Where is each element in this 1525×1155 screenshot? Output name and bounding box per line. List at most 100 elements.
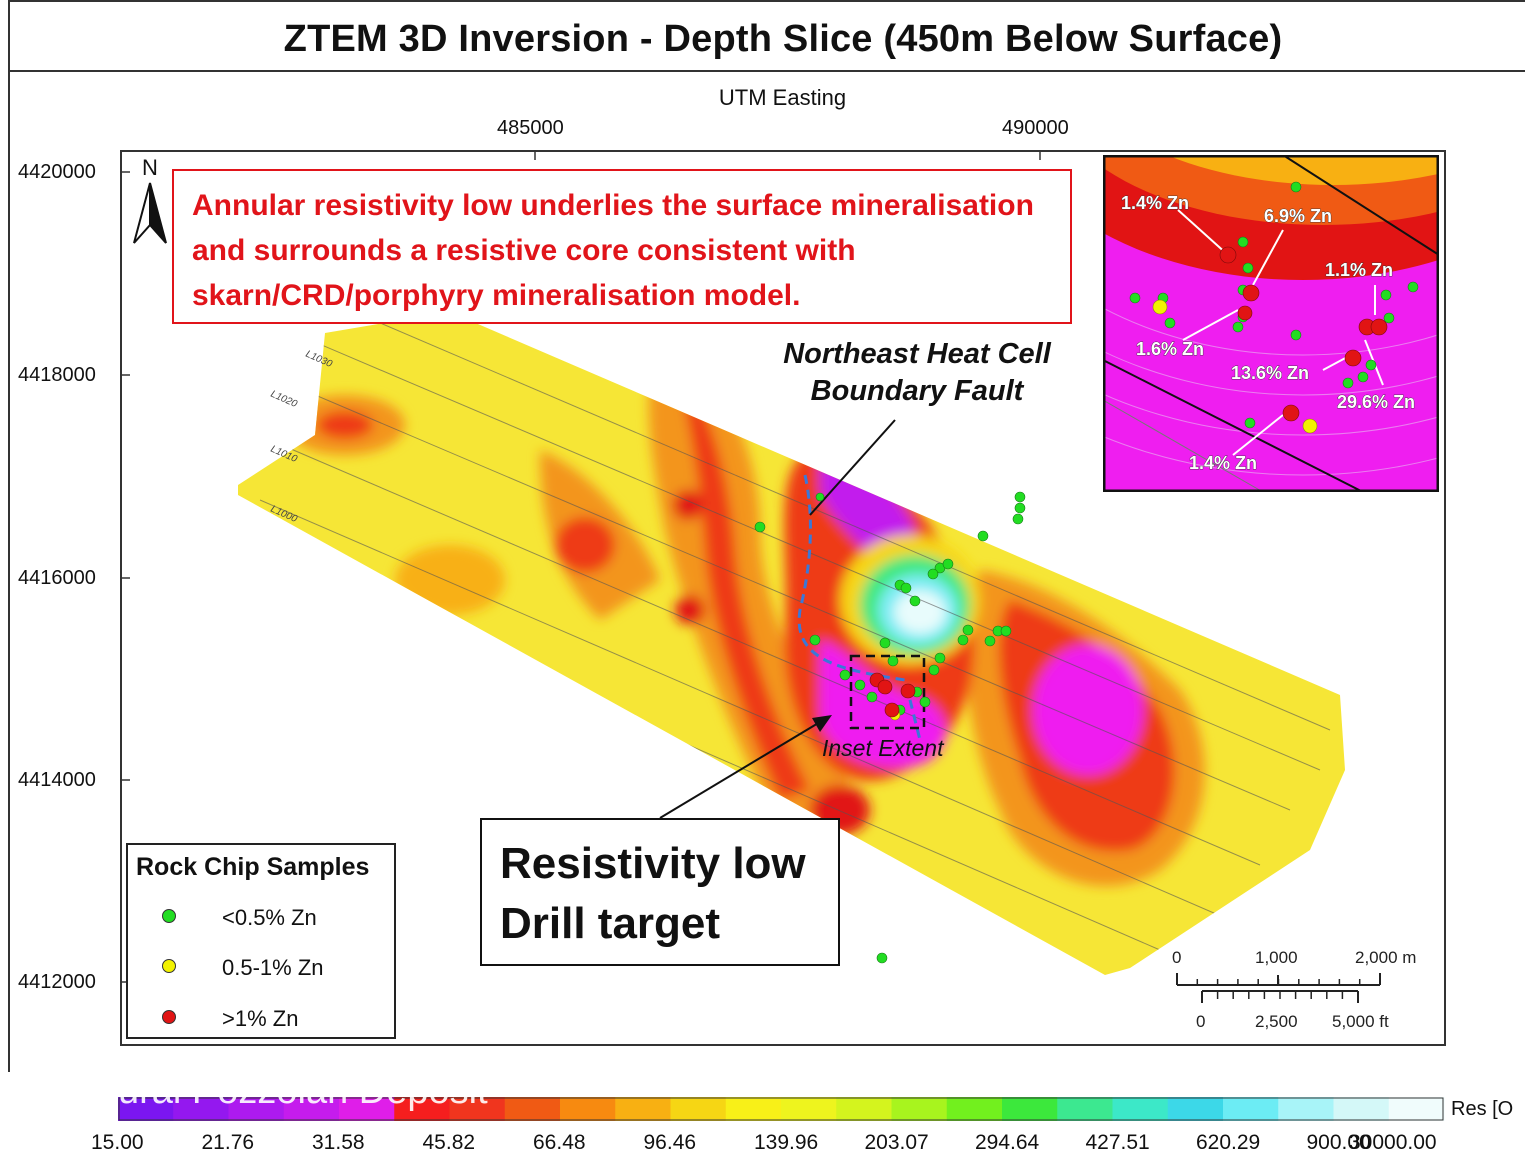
colorbar-tick-label: 139.96 — [754, 1131, 819, 1154]
x-tick-label: 490000 — [1002, 117, 1069, 139]
sample-point-low — [809, 634, 821, 646]
colorbar-tick-label: 96.46 — [643, 1131, 697, 1154]
target-arrow-head — [812, 715, 832, 732]
colorbar-segment — [283, 1097, 340, 1121]
sample-point-high — [884, 702, 900, 718]
left-frame-line — [8, 72, 10, 1072]
sample-point-low — [815, 492, 825, 502]
legend-item-label: >1% Zn — [222, 1006, 299, 1031]
inset-extent-box — [849, 654, 926, 730]
inset-zn-label: 29.6% Zn — [1337, 392, 1415, 412]
colorbar-segment — [173, 1097, 229, 1121]
scale-label: 5,000 ft — [1332, 1012, 1389, 1031]
y-tick-label: 4418000 — [18, 364, 96, 386]
sample-point-low — [957, 634, 969, 646]
inset-zn-label: 1.4% Zn — [1189, 453, 1257, 473]
colorbar-segment — [615, 1097, 671, 1121]
fault-label: Northeast Heat Cell Boundary Fault — [762, 336, 1072, 410]
colorbar-segment — [1112, 1097, 1169, 1121]
north-label: N — [142, 155, 158, 180]
color-scale-bar — [118, 1097, 1445, 1121]
sample-point-high — [900, 683, 916, 699]
colorbar-segment — [891, 1097, 948, 1121]
sample-point-low — [1000, 625, 1012, 637]
legend: Rock Chip Samples <0.5% Zn 0.5-1% Zn >1%… — [126, 843, 396, 1039]
sample-point-low — [876, 952, 888, 964]
colorbar-segment — [725, 1097, 782, 1121]
survey-line-label: L1020 — [269, 389, 299, 411]
inset-extent-label: Inset Extent — [822, 735, 944, 761]
colorbar-segment — [1388, 1097, 1445, 1121]
title-frame — [8, 0, 1525, 72]
scale-bar: 0 1,000 2,000 m 0 2,500 5,000 ft — [1172, 948, 1416, 1031]
background-caption-fragment: ural Pozzolan Deposit — [118, 1070, 488, 1112]
sample-point-low — [866, 691, 878, 703]
sample-point-low — [977, 530, 989, 542]
sample-point-low — [919, 696, 931, 708]
scale-label: 0 — [1196, 1012, 1205, 1031]
colorbar-segment — [670, 1097, 727, 1121]
colorbar-tick-label: 30000.00 — [1349, 1131, 1437, 1154]
colorbar-unit-label: Res [O — [1451, 1098, 1514, 1120]
sample-point-low — [934, 652, 946, 664]
colorbar-border — [118, 1097, 1444, 1121]
colorbar-segment — [118, 1097, 174, 1121]
inset-zn-label: 1.4% Zn — [1121, 193, 1189, 213]
colorbar-segment — [1002, 1097, 1058, 1121]
sample-point-low — [909, 595, 921, 607]
sample-point-low — [984, 635, 996, 647]
colorbar-tick-label: 900.00 — [1306, 1131, 1371, 1154]
colorbar-tick-label: 31.58 — [312, 1131, 365, 1154]
colorbar-segment — [1278, 1097, 1334, 1121]
colorbar-segment — [946, 1097, 1003, 1121]
sample-point-low — [879, 637, 891, 649]
colorbar-segment — [228, 1097, 285, 1121]
resistivity-map: L1030 L1020 L1010 L1000 — [120, 150, 1345, 983]
sample-point-low — [927, 568, 939, 580]
x-tick-label: 485000 — [497, 117, 564, 139]
inset-zn-label: 6.9% Zn — [1264, 206, 1332, 226]
colorbar-segment — [339, 1097, 395, 1121]
colorbar-segment — [560, 1097, 616, 1121]
colorbar-segment — [394, 1097, 450, 1121]
sample-point-low — [928, 664, 940, 676]
sample-points — [754, 491, 1026, 964]
map-title: ZTEM 3D Inversion - Depth Slice (450m Be… — [283, 18, 1283, 60]
sample-point-low — [1014, 491, 1026, 503]
colorbar-segment — [1223, 1097, 1279, 1121]
sample-point-low — [887, 655, 899, 667]
colorbar-tick-label: 21.76 — [201, 1131, 255, 1154]
colorbar-segment — [1167, 1097, 1224, 1121]
target-line1: Resistivity low — [500, 839, 806, 888]
colorbar-tick-label: 45.82 — [422, 1131, 476, 1154]
target-leader-line — [659, 721, 821, 819]
colorbar-tick-label: 620.29 — [1196, 1131, 1261, 1154]
sample-point-high — [877, 679, 893, 695]
colorbar-segment — [1057, 1097, 1113, 1121]
sample-point-low — [854, 679, 866, 691]
scale-label: 1,000 — [1255, 948, 1298, 967]
colorbar-tick-label: 203.07 — [864, 1131, 929, 1154]
inset-zn-label: 1.1% Zn — [1325, 260, 1393, 280]
sample-point-low — [839, 669, 851, 681]
colorbar-segment — [449, 1097, 506, 1121]
y-tick-label: 4416000 — [18, 567, 96, 589]
legend-item-label: 0.5-1% Zn — [222, 955, 324, 980]
fault-label-line1: Northeast Heat Cell — [783, 338, 1051, 370]
legend-item-label: <0.5% Zn — [222, 905, 317, 930]
callout-text: Annular resistivity low underlies the su… — [192, 189, 1034, 312]
y-tick-label: 4412000 — [18, 971, 96, 993]
x-axis-title: UTM Easting — [718, 85, 847, 110]
inset-zn-label: 1.6% Zn — [1136, 339, 1204, 359]
fault-trace — [797, 474, 922, 741]
high-zn-marker-icon — [162, 1010, 176, 1024]
fault-leader-line — [809, 419, 896, 516]
inset-zn-label: 13.6% Zn — [1231, 363, 1309, 383]
colorbar-tick-label: 66.48 — [533, 1131, 586, 1154]
sample-point-low — [962, 624, 974, 636]
sample-point-low — [1012, 513, 1024, 525]
sample-point-low — [754, 521, 766, 533]
colorbar-segment — [504, 1097, 561, 1121]
colorbar-tick-label: 294.64 — [975, 1131, 1040, 1154]
sample-point-low — [900, 582, 912, 594]
